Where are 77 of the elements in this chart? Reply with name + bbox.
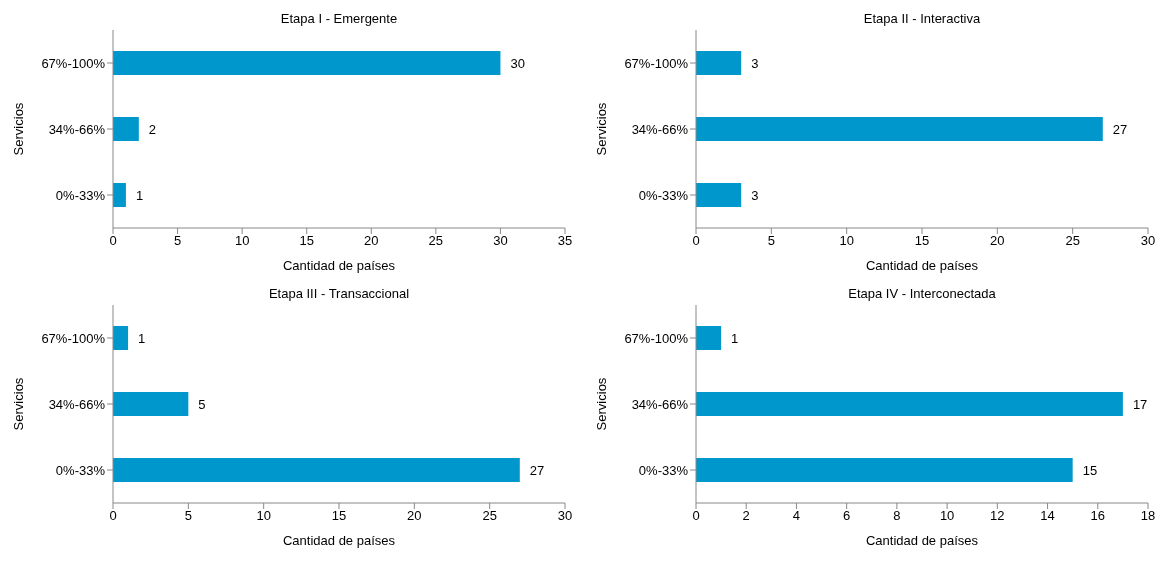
x-tick-label: 5 <box>767 233 775 249</box>
data-label: 3 <box>751 187 759 203</box>
x-tick-label: 12 <box>990 508 1005 524</box>
bar <box>696 326 722 350</box>
y-axis-title: Servicios <box>593 102 609 156</box>
y-axis-title: Servicios <box>593 377 609 431</box>
data-label: 2 <box>148 121 157 137</box>
x-axis-title: Cantidad de países <box>865 258 979 273</box>
y-tick-label: 34%-66% <box>48 121 106 137</box>
y-tick-label: 67%-100% <box>41 330 106 346</box>
x-tick-label: 25 <box>482 508 497 524</box>
x-tick-label: 4 <box>792 508 801 524</box>
x-tick-label: 0 <box>109 233 117 249</box>
y-tick-label: 0%-33% <box>638 187 689 203</box>
x-tick-label: 6 <box>843 508 851 524</box>
x-tick-label: 20 <box>990 233 1005 249</box>
chart-title: Etapa I - Emergente <box>279 10 399 28</box>
x-tick-label: 0 <box>692 508 700 524</box>
bar <box>113 117 139 141</box>
x-tick-label: 2 <box>742 508 750 524</box>
data-label: 15 <box>1082 462 1098 478</box>
x-tick-label: 20 <box>364 233 379 249</box>
x-tick-label: 15 <box>331 508 347 524</box>
data-label: 27 <box>1112 121 1128 137</box>
x-tick-label: 10 <box>234 233 250 249</box>
y-tick-label: 0%-33% <box>55 187 106 203</box>
bar <box>113 458 520 482</box>
x-tick-label: 8 <box>893 508 901 524</box>
bar <box>113 51 501 75</box>
y-tick-label: 67%-100% <box>41 55 106 71</box>
bar <box>696 458 1073 482</box>
data-label: 1 <box>731 330 739 346</box>
data-label: 5 <box>198 396 206 412</box>
bar <box>113 183 126 207</box>
data-label: 1 <box>135 187 144 203</box>
data-label: 3 <box>751 55 759 71</box>
x-tick-label: 10 <box>839 233 854 249</box>
x-tick-label: 20 <box>407 508 422 524</box>
y-tick-label: 34%-66% <box>631 396 689 412</box>
x-tick-label: 0 <box>109 508 117 524</box>
x-tick-label: 5 <box>173 233 182 249</box>
x-tick-label: 30 <box>1140 233 1156 249</box>
chart-title: Etapa II - Interactiva <box>862 10 982 28</box>
x-tick-label: 5 <box>184 508 192 524</box>
chart-title: Etapa III - Transaccional <box>267 285 411 303</box>
x-tick-label: 16 <box>1090 508 1106 524</box>
x-tick-label: 0 <box>692 233 700 249</box>
chart-title: Etapa IV - Interconectada <box>847 285 997 303</box>
x-tick-label: 35 <box>557 233 573 249</box>
bar <box>696 392 1123 416</box>
x-tick-label: 30 <box>557 508 573 524</box>
y-axis-title: Servicios <box>10 102 26 156</box>
y-tick-label: 34%-66% <box>631 121 689 137</box>
x-tick-label: 10 <box>939 508 955 524</box>
y-tick-label: 0%-33% <box>55 462 106 478</box>
x-tick-label: 10 <box>256 508 271 524</box>
y-tick-label: 67%-100% <box>624 330 689 346</box>
y-axis-title: Servicios <box>10 377 26 431</box>
data-label: 1 <box>138 330 146 346</box>
x-tick-label: 14 <box>1040 508 1055 524</box>
y-tick-label: 67%-100% <box>624 55 689 71</box>
x-tick-label: 18 <box>1140 508 1156 524</box>
x-axis-title: Cantidad de países <box>282 258 396 273</box>
x-tick-label: 15 <box>299 233 314 249</box>
y-tick-label: 34%-66% <box>48 396 106 412</box>
y-tick-label: 0%-33% <box>638 462 689 478</box>
x-tick-label: 25 <box>428 233 444 249</box>
data-label: 27 <box>529 462 545 478</box>
x-axis-title: Cantidad de países <box>865 533 979 548</box>
bar <box>113 326 129 350</box>
x-tick-label: 25 <box>1065 233 1080 249</box>
x-tick-label: 30 <box>493 233 508 249</box>
x-axis-title: Cantidad de países <box>282 533 396 548</box>
data-label: 30 <box>510 55 525 71</box>
data-label: 17 <box>1132 396 1148 412</box>
bar <box>113 392 189 416</box>
x-tick-label: 15 <box>914 233 930 249</box>
